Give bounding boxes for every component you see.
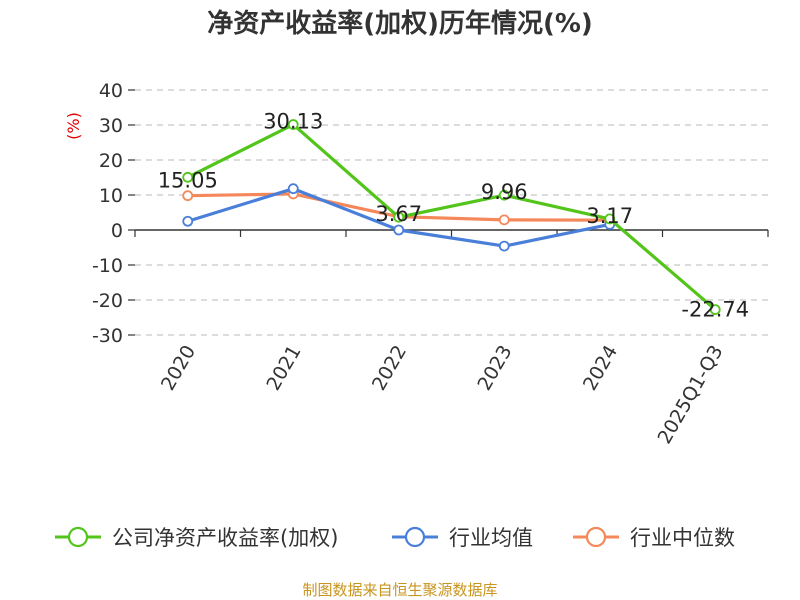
series-line	[187, 122, 717, 311]
data-point	[498, 240, 510, 252]
source-note: 制图数据来自恒生聚源数据库	[302, 581, 497, 599]
y-tick-label: -20	[92, 290, 123, 312]
series-lines	[182, 119, 721, 315]
legend: 公司净资产收益率(加权) 行业均值 行业中位数	[55, 526, 735, 550]
x-axis	[134, 229, 769, 237]
data-label: 15.05	[158, 168, 218, 192]
x-tick-label: 2025Q1-Q3	[654, 342, 728, 448]
x-tick-label: 2021	[262, 342, 305, 395]
y-axis-unit: (%)	[64, 112, 83, 140]
data-point	[182, 171, 194, 183]
data-point	[393, 211, 405, 223]
x-tick-label: 2024	[579, 342, 622, 395]
data-labels: 15.05 30.13 3.67 9.96 3.17 -22.74	[158, 110, 749, 322]
y-axis-ticks: 40 30 20 10 0 -10 -20 -30	[92, 80, 135, 347]
data-point	[287, 119, 299, 130]
data-point	[287, 183, 299, 195]
legend-label: 行业中位数	[630, 526, 735, 550]
y-tick-label: 40	[99, 80, 123, 102]
y-tick-label: 0	[111, 220, 123, 242]
x-axis-ticks: 2020 2021 2022 2023 2024 2025Q1-Q3	[157, 342, 728, 448]
chart-title: 净资产收益率(加权)历年情况(%)	[207, 8, 593, 39]
legend-label: 公司净资产收益率(加权)	[112, 526, 338, 550]
grid-lines	[135, 89, 768, 336]
data-point	[393, 224, 405, 236]
x-tick-label: 2023	[473, 342, 516, 395]
data-label: 30.13	[263, 110, 323, 134]
legend-marker	[67, 526, 89, 548]
data-label: -22.74	[681, 298, 749, 322]
data-label: 3.17	[586, 204, 633, 228]
legend-marker	[404, 526, 426, 548]
legend-marker	[585, 526, 607, 548]
data-point	[498, 189, 510, 201]
y-tick-label: -30	[92, 325, 123, 347]
data-point	[182, 190, 194, 202]
y-tick-label: 30	[99, 115, 123, 137]
data-point	[604, 213, 616, 225]
data-point	[498, 214, 510, 226]
data-label: 9.96	[481, 180, 528, 204]
legend-label: 行业均值	[449, 526, 533, 550]
x-tick-label: 2020	[157, 342, 200, 395]
data-point	[709, 304, 721, 315]
data-point	[182, 215, 194, 227]
y-tick-label: -10	[92, 255, 123, 277]
y-tick-label: 10	[99, 185, 123, 207]
data-label: 3.67	[375, 202, 422, 226]
y-tick-label: 20	[99, 150, 123, 172]
x-tick-label: 2022	[368, 342, 411, 395]
